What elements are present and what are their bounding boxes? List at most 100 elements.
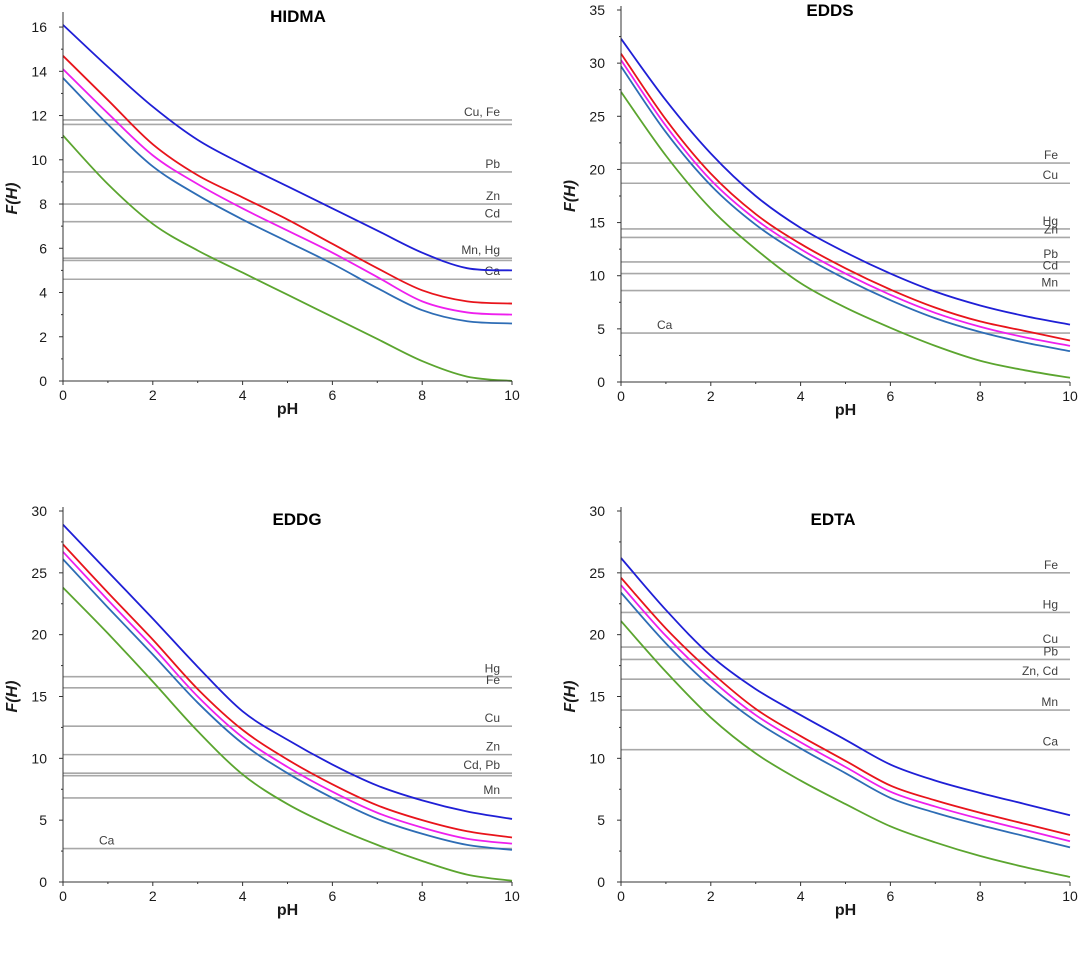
edds-y-tick-label: 0 xyxy=(597,374,605,390)
edta-y-axis-title: F(H) xyxy=(562,681,579,713)
eddg-series-steelblue xyxy=(62,558,513,851)
hidma-chart-title: HIDMA xyxy=(270,7,326,26)
hidma-y-tick-label: 4 xyxy=(39,285,47,301)
edta-y-tick-label: 30 xyxy=(589,503,605,519)
eddg-x-tick-label: 4 xyxy=(239,888,247,904)
hidma-series-steelblue xyxy=(62,77,513,325)
edds-reference-label-4: Pb xyxy=(1043,247,1058,261)
edds-reference-label-5: Cd xyxy=(1043,259,1058,273)
hidma-x-tick-label: 6 xyxy=(329,387,337,403)
eddg-y-tick-label: 15 xyxy=(31,689,47,705)
edds-y-axis-title: F(H) xyxy=(562,180,579,212)
edta-x-tick-label: 10 xyxy=(1062,888,1078,904)
edds-chart-title: EDDS xyxy=(806,1,853,20)
edds-series-green xyxy=(620,91,1071,379)
hidma-reference-label-2: Zn xyxy=(486,189,500,203)
edta-x-tick-label: 6 xyxy=(887,888,895,904)
edds-x-tick-label: 2 xyxy=(707,388,715,404)
hidma-reference-label-5: Ca xyxy=(485,264,501,278)
eddg-reference-label-6: Ca xyxy=(99,834,115,848)
eddg-reference-label-2: Cu xyxy=(485,711,500,725)
eddg-reference-label-3: Zn xyxy=(486,740,500,754)
edds-x-tick-label: 6 xyxy=(887,388,895,404)
edta-x-tick-label: 0 xyxy=(617,888,625,904)
edta-reference-label-3: Pb xyxy=(1043,644,1058,658)
eddg-x-tick-label: 2 xyxy=(149,888,157,904)
edta-x-tick-label: 2 xyxy=(707,888,715,904)
edds-y-tick-label: 15 xyxy=(589,215,605,231)
hidma-y-tick-label: 16 xyxy=(31,19,47,35)
hidma-reference-label-0: Cu, Fe xyxy=(464,105,500,119)
hidma-y-tick-label: 8 xyxy=(39,196,47,212)
edta-series-magenta xyxy=(620,584,1071,843)
eddg-y-axis-title: F(H) xyxy=(4,681,21,713)
edta-y-tick-label: 10 xyxy=(589,750,605,766)
edta-y-tick-label: 25 xyxy=(589,565,605,581)
edds-series-red xyxy=(620,53,1071,342)
edta-reference-label-0: Fe xyxy=(1044,558,1058,572)
eddg-y-tick-label: 25 xyxy=(31,565,47,581)
hidma-y-tick-label: 2 xyxy=(39,329,47,345)
hidma-y-tick-label: 12 xyxy=(31,108,47,124)
hidma-y-tick-label: 14 xyxy=(31,63,47,79)
eddg-series-magenta xyxy=(62,551,513,845)
eddg-x-tick-label: 8 xyxy=(418,888,426,904)
eddg-y-tick-label: 0 xyxy=(39,874,47,890)
eddg-y-tick-label: 5 xyxy=(39,812,47,828)
edds-reference-label-6: Mn xyxy=(1041,276,1058,290)
edta-y-tick-label: 20 xyxy=(589,627,605,643)
hidma-reference-label-4: Mn, Hg xyxy=(461,243,500,257)
hidma-series-magenta xyxy=(62,68,513,316)
edds-series-blue xyxy=(620,38,1071,326)
hidma-reference-label-1: Pb xyxy=(485,157,500,171)
eddg-x-tick-label: 10 xyxy=(504,888,520,904)
hidma-x-tick-label: 2 xyxy=(149,387,157,403)
edds-x-axis-title: pH xyxy=(835,402,856,419)
hidma-y-tick-label: 0 xyxy=(39,373,47,389)
edta-x-axis-title: pH xyxy=(835,902,856,919)
edds-y-tick-label: 35 xyxy=(589,2,605,18)
chart-panel-eddg: Hg Fe Cu Zn Cd, Pb Mn Ca 0 5 10 15 20 25 30 0 2 4 6 8 10 EDD… xyxy=(0,500,542,966)
chart-panel-edds: Fe Cu Hg Zn Pb Cd Mn Ca 0 5 10 15 20 25 30 35 0 2 4 6 8 10 EDD… xyxy=(558,0,1084,466)
edds-reference-label-7: Ca xyxy=(657,318,673,332)
edds-x-tick-label: 4 xyxy=(797,388,805,404)
edta-series-steelblue xyxy=(620,592,1071,849)
eddg-reference-label-1: Fe xyxy=(486,673,500,687)
edds-y-tick-label: 20 xyxy=(589,161,605,177)
edds-reference-label-2: Hg xyxy=(1043,214,1058,228)
eddg-series-blue xyxy=(62,523,513,820)
eddg-reference-label-0: Hg xyxy=(485,662,500,676)
edta-reference-label-4: Zn, Cd xyxy=(1022,664,1058,678)
eddg-y-tick-label: 20 xyxy=(31,627,47,643)
edds-x-tick-label: 0 xyxy=(617,388,625,404)
hidma-series-red xyxy=(62,55,513,305)
edta-y-tick-label: 15 xyxy=(589,689,605,705)
chart-hidma-svg: Cu, Fe Pb Zn Cd Mn, Hg Ca 0 2 4 6 8 10 12 14 16 0 2 4 6 8 10… xyxy=(4,7,520,418)
eddg-series-green xyxy=(62,587,513,882)
edta-reference-label-1: Hg xyxy=(1043,597,1058,611)
hidma-series-green xyxy=(62,134,513,382)
edta-series-blue xyxy=(620,557,1071,817)
eddg-reference-label-5: Mn xyxy=(483,783,500,797)
eddg-x-tick-label: 0 xyxy=(59,888,67,904)
hidma-x-tick-label: 10 xyxy=(504,387,520,403)
edta-reference-label-6: Ca xyxy=(1043,735,1059,749)
edds-y-tick-label: 10 xyxy=(589,268,605,284)
edds-series-magenta xyxy=(620,59,1071,347)
eddg-reference-label-4: Cd, Pb xyxy=(463,758,500,772)
edta-series-red xyxy=(620,577,1071,836)
edta-series-green xyxy=(620,620,1071,878)
edds-y-tick-label: 25 xyxy=(589,108,605,124)
eddg-x-tick-label: 6 xyxy=(329,888,337,904)
chart-panel-edta: Fe Hg Cu Pb Zn, Cd Mn Ca 0 5 10 15 20 25 30 0 2 4 6 8 10 EDT… xyxy=(558,500,1084,966)
hidma-reference-label-3: Cd xyxy=(485,207,500,221)
edta-x-tick-label: 8 xyxy=(976,888,984,904)
hidma-y-tick-label: 10 xyxy=(31,152,47,168)
edds-x-tick-label: 10 xyxy=(1062,388,1078,404)
chart-panel-hidma: Cu, Fe Pb Zn Cd Mn, Hg Ca 0 2 4 6 8 10 12 14 16 0 2 4 6 8 10… xyxy=(0,0,542,466)
eddg-series-red xyxy=(62,543,513,839)
edds-y-tick-label: 5 xyxy=(597,321,605,337)
